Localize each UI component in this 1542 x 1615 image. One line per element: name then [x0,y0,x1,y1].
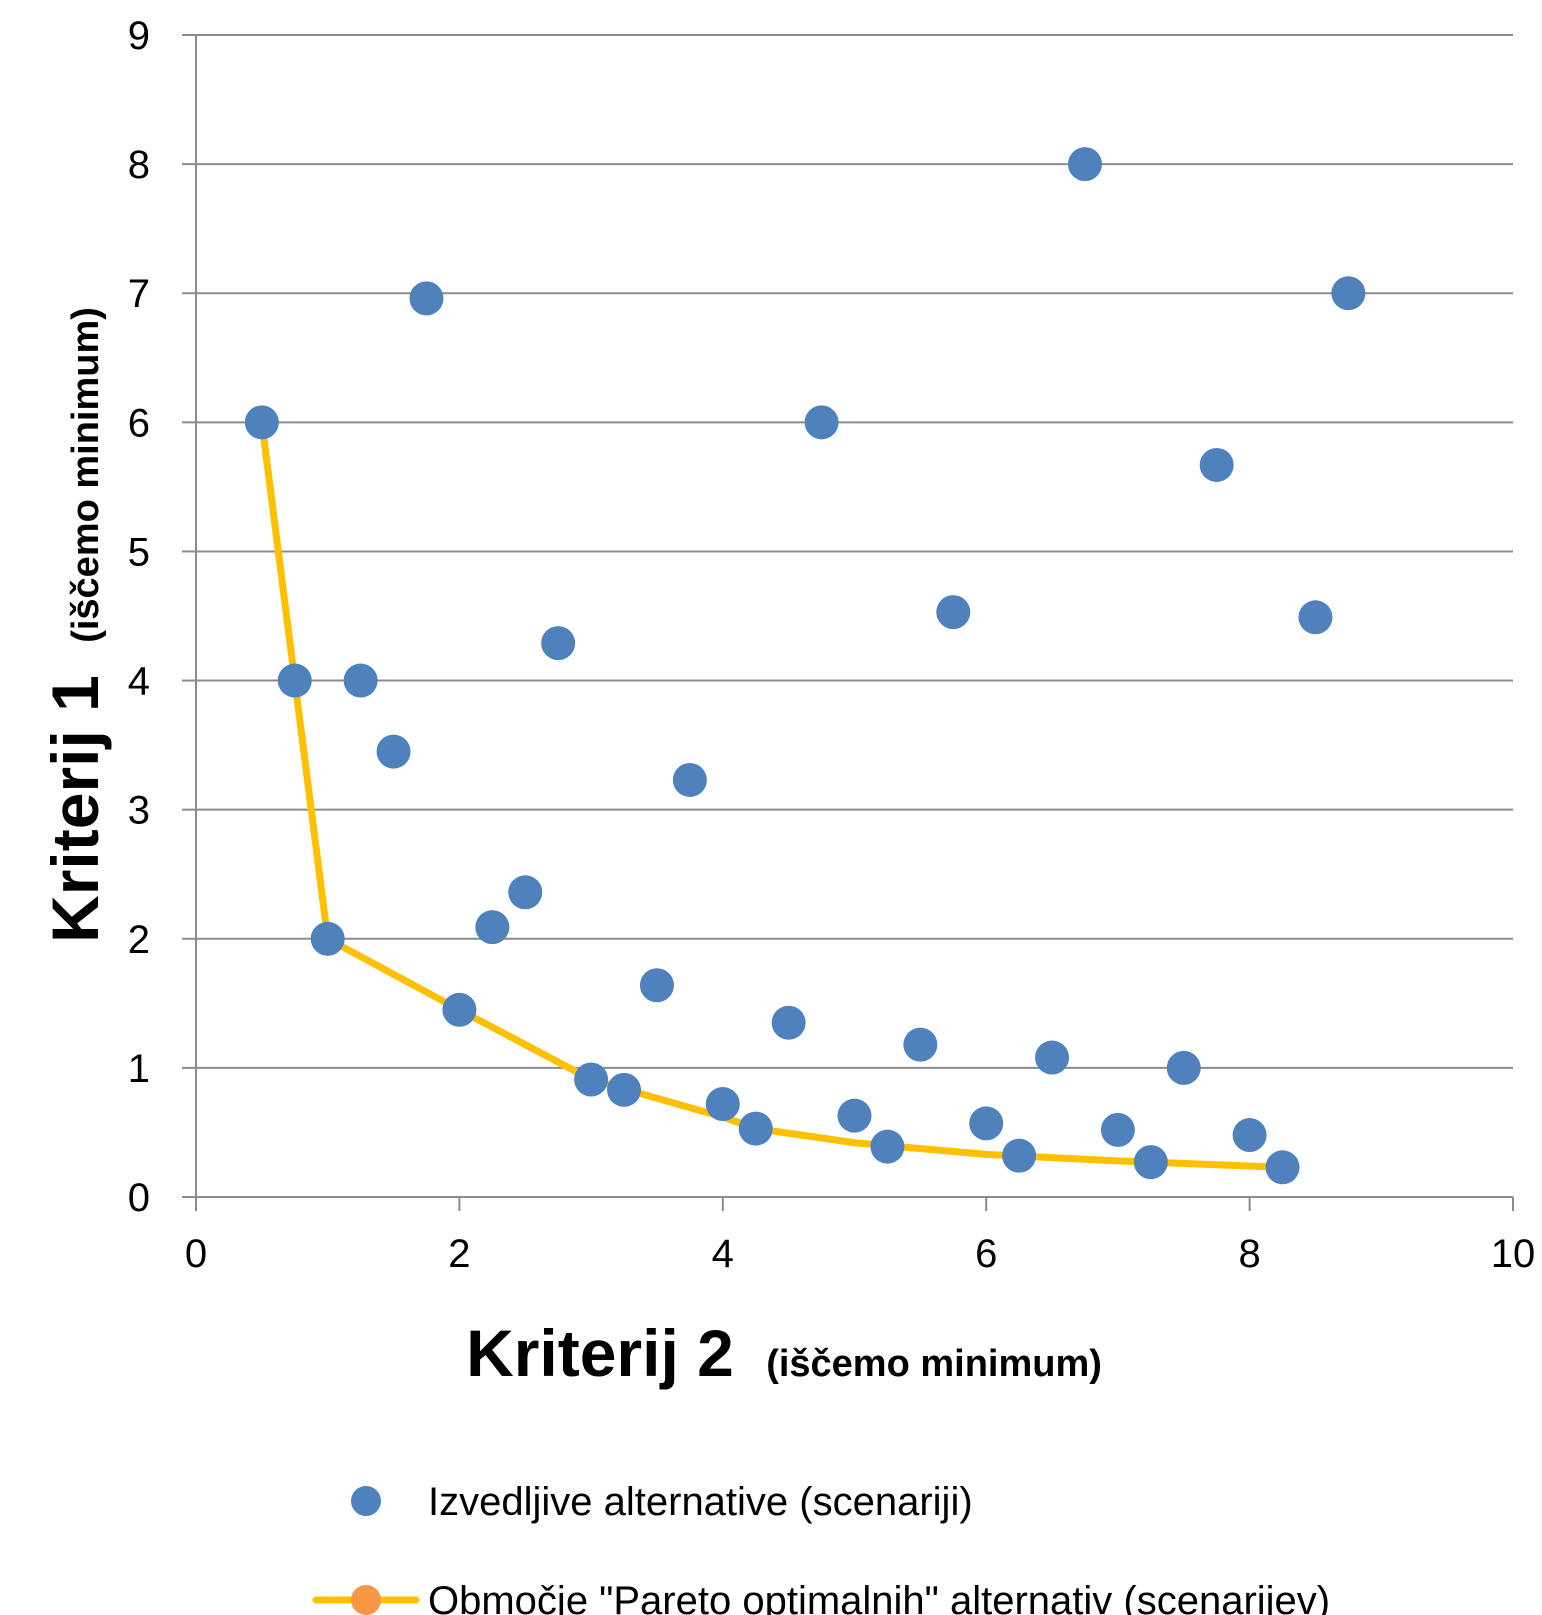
data-point [1067,147,1102,182]
data-point [1166,1050,1201,1085]
data-point [903,1027,938,1062]
x-tick-label: 0 [185,1232,207,1276]
tick-labels: 0 1 2 3 4 5 6 7 8 9 0 2 4 6 8 10 [128,14,1536,1276]
legend-marker-pareto-point [351,1585,381,1615]
x-tick-label: 10 [1491,1232,1536,1276]
data-point [442,992,477,1027]
data-point [607,1072,642,1107]
y-tick-label: 7 [128,272,150,316]
data-point [310,921,345,956]
data-point [1331,276,1366,311]
data-point [244,405,279,440]
data-point [1133,1145,1168,1180]
y-tick-label: 9 [128,14,150,58]
y-tick-label: 2 [128,918,150,962]
pareto-line-layer [258,418,1287,1171]
legend-marker-feasible [351,1486,381,1516]
data-point [475,910,510,945]
y-tick-label: 6 [128,401,150,445]
y-axis-title: Kriterij 1 (iščemo minimum) [38,307,112,943]
x-axis-title-main: Kriterij 2 [466,1316,734,1390]
data-point [870,1129,905,1164]
data-point [1265,1150,1300,1185]
data-point [574,1062,609,1097]
data-point [1199,447,1234,482]
x-tick-label: 2 [448,1232,470,1276]
y-tick-label: 0 [128,1176,150,1220]
data-point [376,734,411,769]
legend-label-pareto: Območje "Pareto optimalnih" alternativ (… [428,1579,1330,1615]
data-point [1298,600,1333,635]
x-tick-label: 4 [712,1232,734,1276]
y-axis-title-main: Kriterij 1 [38,675,112,943]
data-point [343,663,378,698]
x-axis-title-sub: (iščemo minimum) [766,1343,1102,1385]
y-tick-label: 4 [128,660,150,704]
data-point [705,1087,740,1122]
y-axis-title-sub: (iščemo minimum) [65,307,107,643]
x-axis-title: Kriterij 2 (iščemo minimum) [466,1316,1102,1390]
y-tick-label: 8 [128,143,150,187]
x-tick-label: 6 [975,1232,997,1276]
pareto-frontier-line [258,418,1287,1171]
data-point [409,281,444,316]
x-tick-label: 8 [1238,1232,1260,1276]
data-point [936,595,971,630]
data-point [969,1106,1004,1141]
gridlines [196,34,1513,1069]
data-point [837,1098,872,1133]
y-tick-label: 5 [128,530,150,574]
data-point [639,968,674,1003]
legend: Izvedljive alternative (scenariji) Območ… [312,1480,1330,1615]
data-point [508,875,543,910]
data-point [541,626,576,661]
y-tick-label: 1 [128,1047,150,1091]
data-point [1035,1040,1070,1075]
data-point [1232,1118,1267,1153]
data-point [771,1005,806,1040]
data-point [1100,1112,1135,1147]
data-point [1002,1138,1037,1173]
legend-label-feasible: Izvedljive alternative (scenariji) [428,1480,973,1524]
data-point [804,405,839,440]
y-tick-label: 3 [128,789,150,833]
scatter-points [244,147,1366,1185]
data-point [277,663,312,698]
data-point [672,762,707,797]
data-point [738,1111,773,1146]
axes [182,34,1514,1211]
